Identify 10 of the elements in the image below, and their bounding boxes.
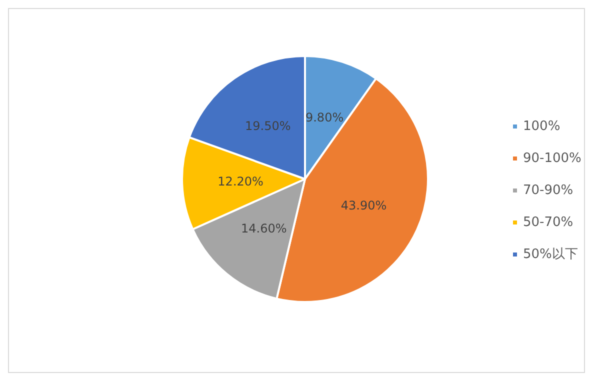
data-label: 9.80% [305,110,344,125]
data-label: 43.90% [340,198,387,213]
legend-label: 70-90% [523,183,574,198]
data-label: 12.20% [218,174,264,188]
data-label: 14.60% [241,222,287,236]
data-label: 19.50% [245,119,291,134]
legend-label: 50%以下 [523,247,578,262]
legend-label: 50-70% [523,215,574,230]
legend-label: 90-100% [523,151,582,166]
legend-label: 100% [523,119,560,134]
